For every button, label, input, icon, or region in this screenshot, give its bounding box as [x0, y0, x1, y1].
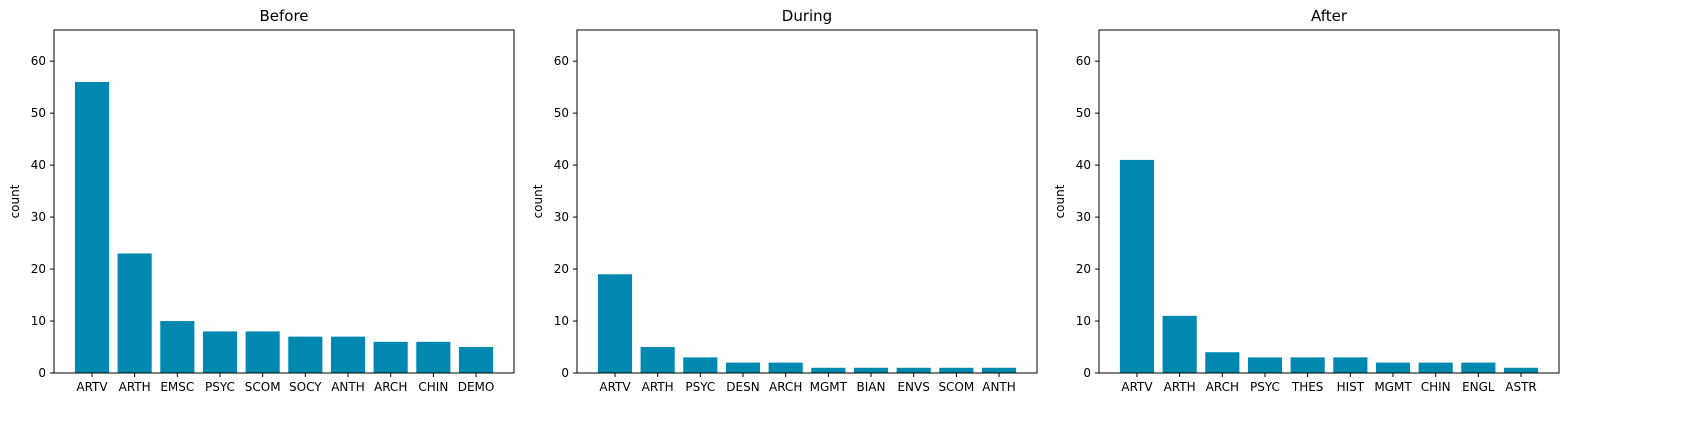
bar-hist	[1333, 357, 1368, 373]
subplot-during: ARTV ARTH PSYC DESN ARCH MGMT BIAN ENVS SCOM ANTH…	[531, 7, 1038, 394]
bar-arch	[373, 341, 408, 373]
y-tick-label: 60	[554, 54, 569, 68]
x-tick-label: MGMT	[1374, 380, 1412, 394]
y-tick-label: 0	[1083, 366, 1091, 380]
x-tick-label: ANTH	[331, 380, 365, 394]
bar-engl	[1461, 362, 1496, 373]
x-tick-label: SOCY	[289, 380, 322, 394]
y-tick-label: 30	[554, 210, 569, 224]
y-tick-label: 50	[1076, 106, 1091, 120]
y-tick-label: 40	[554, 158, 569, 172]
x-tick-label: CHIN	[1421, 380, 1451, 394]
bar-mgmt	[1375, 362, 1411, 373]
y-tick-label: 30	[31, 210, 46, 224]
bar-scom	[245, 331, 280, 373]
y-tick-label: 60	[31, 54, 46, 68]
bar-anth	[981, 367, 1017, 373]
bar-psyc	[202, 331, 238, 373]
x-tick-label: ARCH	[769, 380, 802, 394]
y-axis-label: count	[1053, 184, 1067, 218]
x-tick-label: ENGL	[1462, 380, 1495, 394]
axes-frame	[576, 29, 1038, 374]
bar-thes	[1290, 357, 1325, 373]
y-tick-label: 40	[1076, 158, 1091, 172]
bar-desn	[725, 362, 761, 373]
x-tick-label: ARCH	[374, 380, 407, 394]
y-tick-label: 10	[31, 314, 46, 328]
y-tick-label: 40	[31, 158, 46, 172]
y-tick-label: 30	[1076, 210, 1091, 224]
x-tick-label: DEMO	[458, 380, 495, 394]
bar-artv	[1119, 159, 1155, 373]
bar-psyc	[1247, 357, 1283, 373]
x-tick-label: PSYC	[205, 380, 235, 394]
x-tick-label: ARCH	[1206, 380, 1239, 394]
bar-socy	[288, 336, 323, 373]
x-tick-label: ARTV	[1121, 380, 1153, 394]
y-tick-label: 10	[1076, 314, 1091, 328]
x-tick-label: ARTH	[642, 380, 674, 394]
x-tick-label: MGMT	[810, 380, 848, 394]
y-tick-label: 60	[1076, 54, 1091, 68]
subplot-after: ARTV ARTH ARCH PSYC THES HIST MGMT CHIN ENGL ASTR…	[1053, 7, 1560, 394]
x-tick-label: CHIN	[418, 380, 448, 394]
x-tick-label: ARTH	[119, 380, 151, 394]
x-tick-label: EMSC	[160, 380, 194, 394]
y-axis-label: count	[8, 184, 22, 218]
x-tick-label: DESN	[726, 380, 759, 394]
bar-scom	[939, 367, 974, 373]
x-tick-label: SCOM	[245, 380, 281, 394]
bar-astr	[1503, 367, 1539, 373]
bar-anth	[330, 336, 366, 373]
bar-mgmt	[811, 367, 846, 373]
axes-frame	[1098, 29, 1560, 374]
subplot-title: Before	[259, 7, 308, 25]
x-tick-label: ARTV	[76, 380, 108, 394]
bar-emsc	[160, 321, 195, 373]
x-tick-label: ARTV	[599, 380, 631, 394]
bar-demo	[458, 347, 494, 373]
subplot-title: After	[1311, 7, 1348, 25]
x-tick-label: HIST	[1337, 380, 1365, 394]
subplot-before: ARTV ARTH EMSC PSYC SCOM SOCY ANTH ARCH CHIN DEMO…	[8, 7, 515, 394]
x-tick-label: ENVS	[897, 380, 929, 394]
x-tick-label: ANTH	[982, 380, 1016, 394]
x-tick-label: PSYC	[1250, 380, 1280, 394]
bar-chin	[416, 341, 451, 373]
y-tick-label: 50	[31, 106, 46, 120]
bar-artv	[597, 274, 633, 373]
x-tick-label: ASTR	[1505, 380, 1537, 394]
bar-artv	[74, 81, 110, 373]
bar-psyc	[683, 357, 718, 373]
y-tick-label: 50	[554, 106, 569, 120]
x-tick-label: SCOM	[938, 380, 974, 394]
y-tick-label: 10	[554, 314, 569, 328]
x-tick-label: ARTH	[1164, 380, 1196, 394]
bar-arch	[768, 362, 803, 373]
x-tick-label: PSYC	[685, 380, 715, 394]
y-tick-label: 0	[561, 366, 569, 380]
bar-arch	[1205, 352, 1240, 373]
bar-chin	[1418, 362, 1453, 373]
bar-envs	[896, 367, 931, 373]
axes-frame	[53, 29, 515, 374]
y-tick-label: 20	[31, 262, 46, 276]
bar-bian	[853, 367, 889, 373]
y-tick-label: 20	[554, 262, 569, 276]
bar-arth	[1162, 315, 1197, 373]
y-tick-label: 20	[1076, 262, 1091, 276]
bar-arth	[640, 347, 675, 373]
y-axis-label: count	[531, 184, 545, 218]
y-tick-label: 0	[38, 366, 46, 380]
subplot-title: During	[782, 7, 832, 25]
bar-arth	[117, 253, 152, 373]
x-tick-label: BIAN	[857, 380, 886, 394]
x-tick-label: THES	[1291, 380, 1324, 394]
